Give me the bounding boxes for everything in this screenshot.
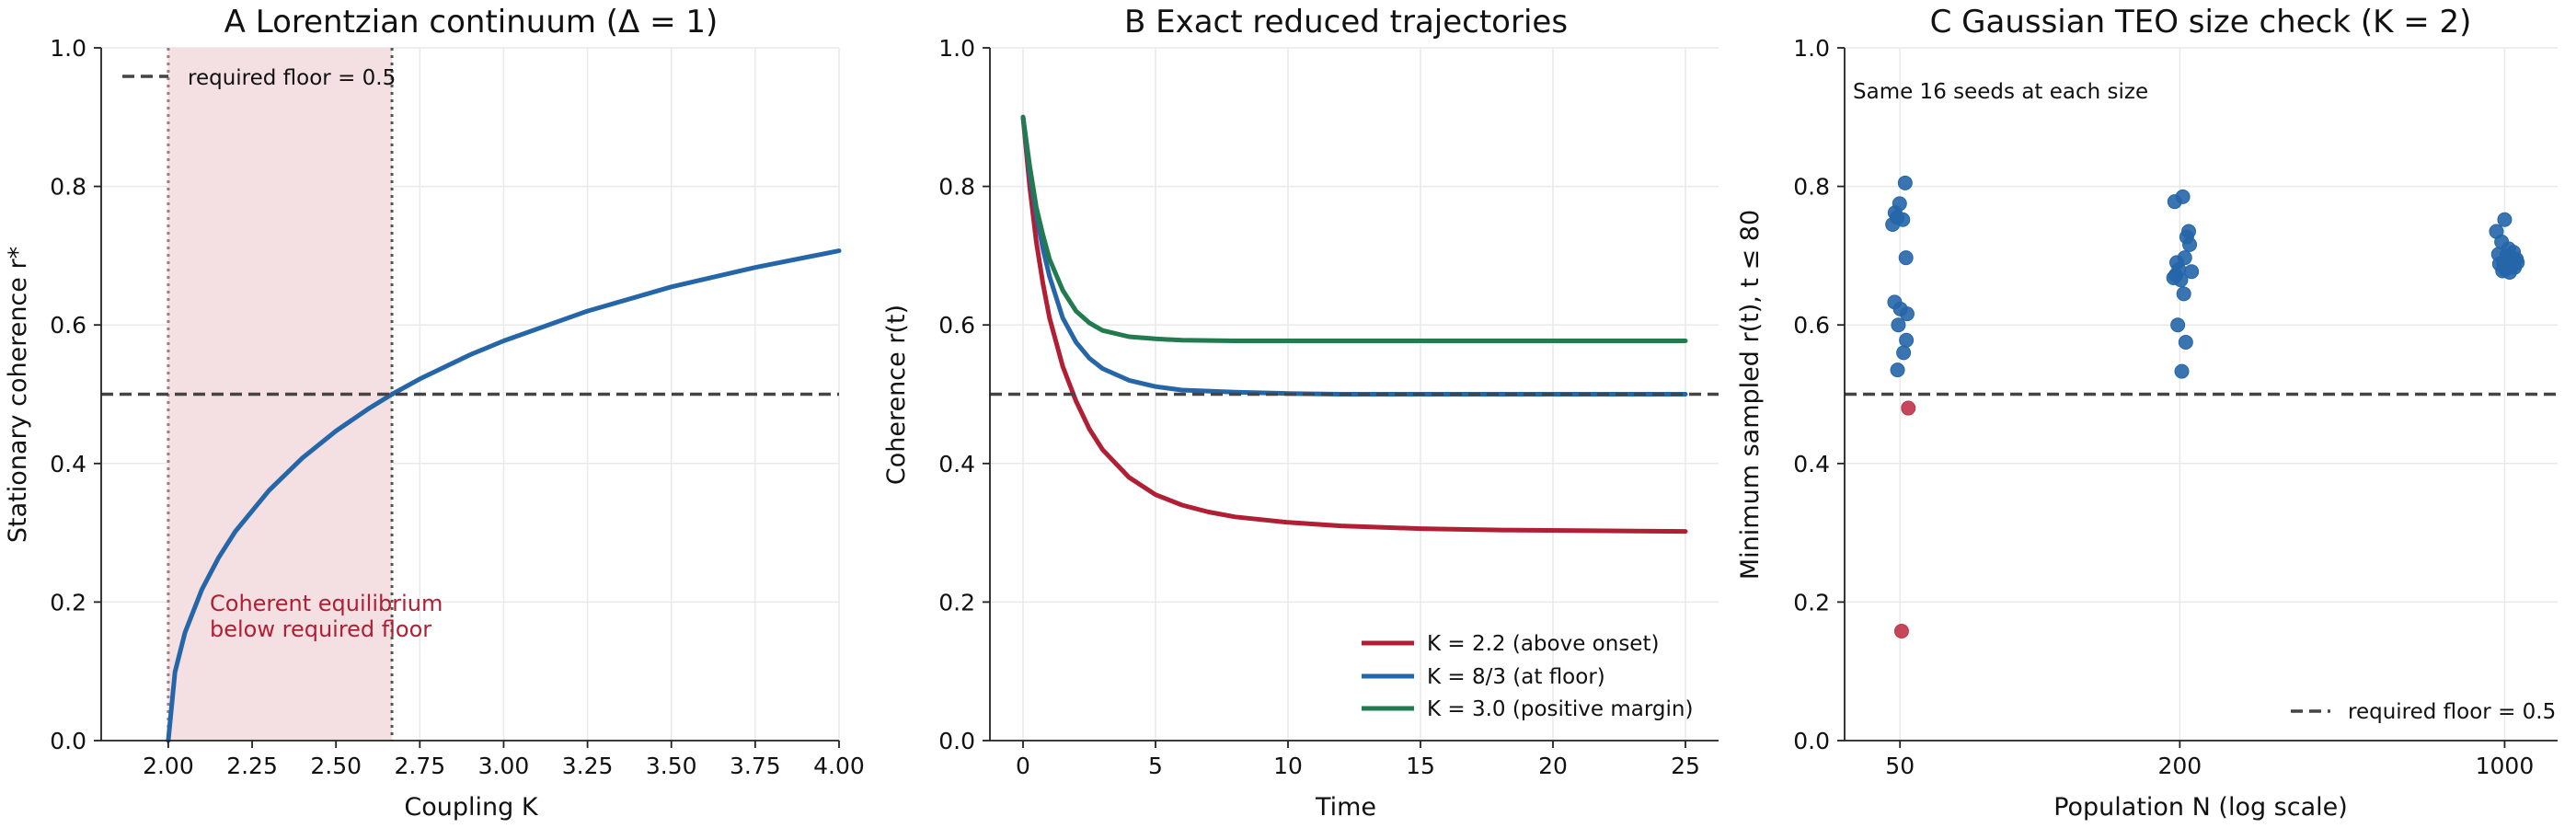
panel-c-point-1-0 <box>1901 400 1916 416</box>
panel-a-ytick-label-1: 0.2 <box>50 589 86 615</box>
panel-c-point-2-12 <box>2176 286 2191 302</box>
panel-c-point-2-14 <box>2178 335 2193 351</box>
panel-a-xtick-label-5: 3.25 <box>562 753 614 779</box>
panel-c-ticks: 50 200 1000 0.0 0.2 0.4 0.6 0.8 1.0 <box>1793 35 2558 779</box>
panel-c-ytick-label-2: 0.4 <box>1793 451 1830 477</box>
panel-b-legend: K = 2.2 (above onset) K = 8/3 (at floor)… <box>1362 632 1693 721</box>
panel-b-legend-label-2: K = 8/3 (at floor) <box>1427 665 1605 689</box>
panel-c-point-0-5 <box>1895 212 1911 227</box>
panel-a-shaded-region <box>167 48 393 741</box>
panel-a-xtick-label-7: 3.75 <box>730 753 781 779</box>
panel-b-legend-label-1: K = 2.2 (above onset) <box>1427 632 1659 656</box>
panel-c-point-0-3 <box>1892 196 1907 212</box>
panel-c-point-2-11 <box>2184 264 2200 280</box>
panel-c-point-0-8 <box>1896 345 1912 361</box>
panel-c-point-2-15 <box>2174 363 2190 379</box>
panel-b-title: B Exact reduced trajectories <box>1124 4 1568 40</box>
panel-c-point-2-13 <box>2170 317 2186 333</box>
panel-b-ytick-label-4: 0.8 <box>938 174 975 201</box>
panel-c-ytick-label-1: 0.2 <box>1793 589 1830 615</box>
panel-a-ticks: 2.00 2.25 2.50 2.75 3.00 3.25 3.50 3.75 4.00 0.0 0… <box>50 35 865 779</box>
panel-c-point-2-3 <box>2177 250 2192 266</box>
panel-b-ylabel: Coherence r(t) <box>882 305 911 485</box>
panel-c-points <box>1885 175 2525 639</box>
panel-b-ytick-label-0: 0.0 <box>938 728 975 754</box>
panel-c-ytick-label-5: 1.0 <box>1793 35 1830 62</box>
panel-c-legend-floor-label: required floor = 0.5 <box>2348 700 2556 724</box>
panel-a-ytick-label-0: 0.0 <box>50 728 86 754</box>
panel-b: 0 5 10 15 20 25 0.0 0.2 0.4 0.6 0.8 1.0 B Exact red… <box>882 4 1719 822</box>
panel-a-xtick-label-0: 2.00 <box>143 753 194 779</box>
panel-b-series-0 <box>1020 114 1688 535</box>
panel-c-ytick-label-0: 0.0 <box>1793 728 1830 754</box>
panel-a-xtick-label-3: 2.75 <box>394 753 445 779</box>
panel-a-legend: required floor = 0.5 <box>122 66 396 90</box>
panel-b-xtick-label-3: 15 <box>1406 753 1435 779</box>
panel-c-point-2-10 <box>2182 236 2198 252</box>
panel-a-xtick-label-6: 3.50 <box>646 753 697 779</box>
panel-c-point-3-15 <box>2490 247 2506 262</box>
panel-b-series-2 <box>1020 114 1688 343</box>
panel-b-ytick-label-2: 0.4 <box>938 451 975 477</box>
panel-c-point-2-1 <box>2175 189 2191 204</box>
panel-c-xtick-label-2: 1000 <box>2476 753 2535 779</box>
panel-b-xtick-label-0: 0 <box>1016 753 1030 779</box>
panel-c-ylabel: Minimum sampled r(t), t ≤ 80 <box>1736 210 1765 580</box>
panel-a-ytick-label-5: 1.0 <box>50 35 86 62</box>
panel-c-point-0-4 <box>1897 175 1913 190</box>
panel-c-point-3-14 <box>2510 255 2525 270</box>
panel-a-xtick-label-8: 4.00 <box>813 753 865 779</box>
panel-c-point-2-8 <box>2168 267 2183 282</box>
panel-b-lines <box>990 114 1719 535</box>
panel-b-ytick-label-1: 0.2 <box>938 589 975 615</box>
panel-c-point-0-9 <box>1891 317 1906 333</box>
panel-a-xtick-label-4: 3.00 <box>478 753 530 779</box>
panel-a-ytick-label-4: 0.8 <box>50 174 86 201</box>
panel-a: 2.00 2.25 2.50 2.75 3.00 3.25 3.50 3.75 4.00 0.0 0… <box>4 4 865 822</box>
panel-a-xtick-label-2: 2.50 <box>310 753 362 779</box>
panel-c-legend: required floor = 0.5 <box>2291 700 2556 724</box>
panel-c-point-3-13 <box>2501 264 2517 280</box>
panel-b-xtick-label-2: 10 <box>1273 753 1303 779</box>
panel-a-ylabel: Stationary coherence r* <box>4 247 32 543</box>
panel-a-series-0 <box>166 248 842 743</box>
panel-c-xlabel: Population N (log scale) <box>2053 793 2348 822</box>
panel-c-point-0-6 <box>1898 250 1914 266</box>
panel-c-title: C Gaussian TEO size check (K = 2) <box>1930 4 2472 40</box>
panel-a-xlabel: Coupling K <box>404 793 538 822</box>
panel-c-point-0-11 <box>1892 301 1908 316</box>
panel-b-xtick-label-4: 20 <box>1538 753 1568 779</box>
panel-b-series-1 <box>1020 114 1688 397</box>
panel-a-lines <box>101 248 842 743</box>
panel-b-xtick-label-1: 5 <box>1148 753 1163 779</box>
panel-a-title: A Lorentzian continuum (Δ = 1) <box>224 4 719 40</box>
panel-c-annotation: Same 16 seeds at each size <box>1853 80 2148 104</box>
panel-c-point-0-12 <box>1890 362 1905 378</box>
panel-b-ticks: 0 5 10 15 20 25 0.0 0.2 0.4 0.6 0.8 1.0 <box>938 35 1719 779</box>
panel-a-ytick-label-2: 0.4 <box>50 451 86 477</box>
panel-c-ytick-label-4: 0.8 <box>1793 174 1830 201</box>
panel-a-xtick-label-1: 2.25 <box>226 753 278 779</box>
panel-c-ytick-label-3: 0.6 <box>1793 312 1830 339</box>
panel-b-xlabel: Time <box>1315 793 1376 822</box>
panel-a-legend-floor-label: required floor = 0.5 <box>188 66 396 90</box>
panel-a-ytick-label-3: 0.6 <box>50 312 86 339</box>
panel-c-point-3-1 <box>2497 212 2513 227</box>
panel-c-xtick-label-0: 50 <box>1885 753 1915 779</box>
panel-a-annotation-line-1: Coherent equilibrium <box>210 591 443 616</box>
panel-c: 50 200 1000 0.0 0.2 0.4 0.6 0.8 1.0 C Gaussian T… <box>1736 4 2558 822</box>
panel-b-legend-label-3: K = 3.0 (positive margin) <box>1427 697 1693 721</box>
panel-b-xtick-label-5: 25 <box>1671 753 1700 779</box>
panel-c-point-0-13 <box>1899 332 1915 348</box>
panel-c-xtick-label-1: 200 <box>2157 753 2202 779</box>
panel-b-ytick-label-5: 1.0 <box>938 35 975 62</box>
panel-b-ytick-label-3: 0.6 <box>938 312 975 339</box>
panel-c-point-1-1 <box>1893 624 1909 639</box>
panel-a-annotation-line-2: below required floor <box>210 616 431 642</box>
